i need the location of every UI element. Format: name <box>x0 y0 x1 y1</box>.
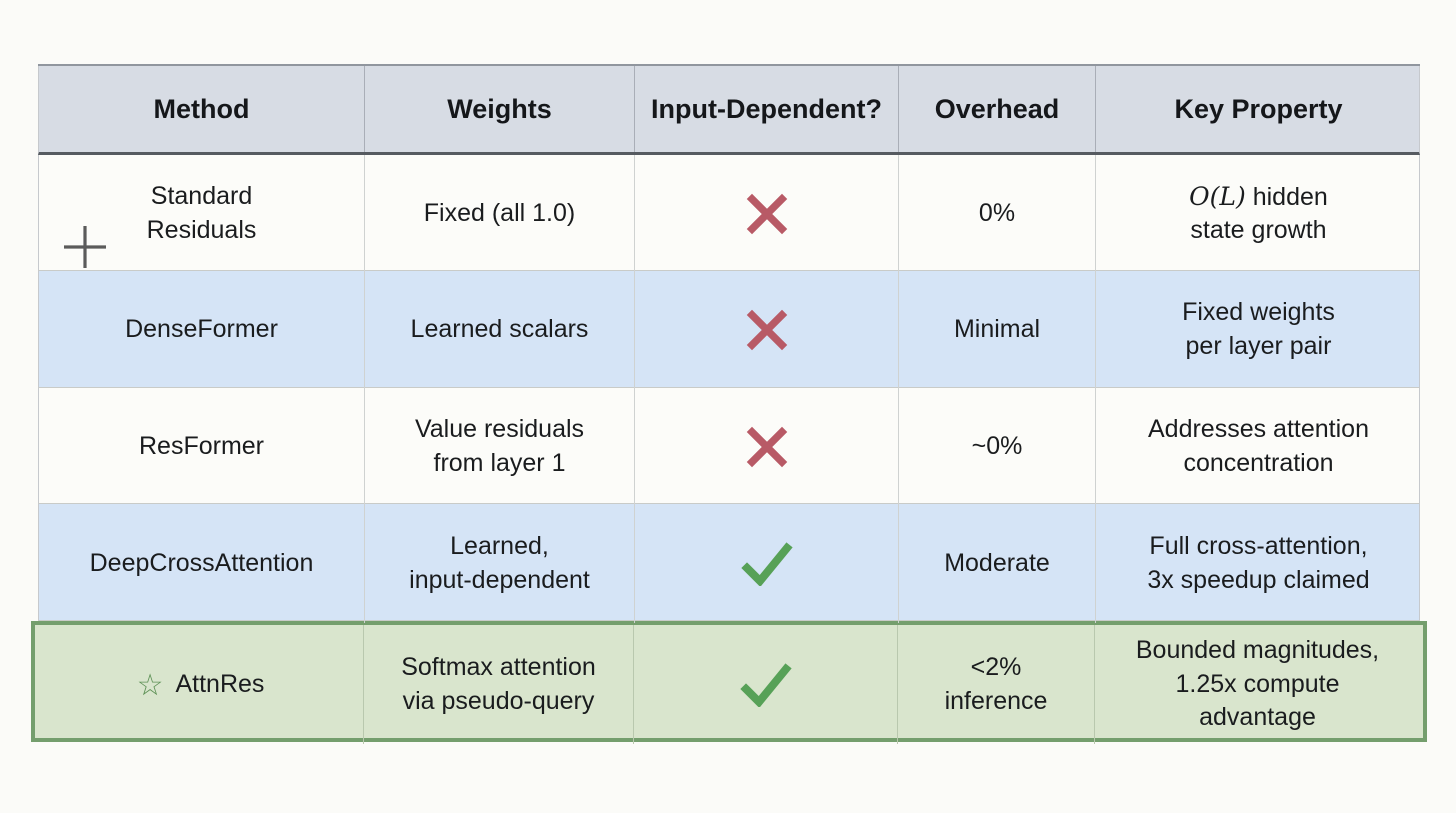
key-property-cell: Bounded magnitudes, 1.25x compute advant… <box>1135 636 1380 732</box>
cross-icon <box>744 392 790 501</box>
input-dependent-cell <box>635 155 899 272</box>
weights-cell: Learned, input-dependent <box>365 504 635 623</box>
weights-cell: Learned scalars <box>365 271 635 388</box>
weights-cell: Fixed (all 1.0) <box>365 155 635 272</box>
plus-icon <box>61 190 109 268</box>
input-dependent-cell <box>634 625 898 744</box>
input-dependent-cell <box>635 271 899 388</box>
table-row-standard-residuals: Standard Residuals Fixed (all 1.0) 0% O(… <box>38 155 1421 272</box>
cross-icon <box>744 159 790 268</box>
table-row-deepcrossattention: DeepCrossAttention Learned, input-depend… <box>38 504 1420 623</box>
method-label: Standard Residuals <box>146 182 257 244</box>
table-row-denseformer: DenseFormer Learned scalars Minimal Fixe… <box>38 271 1420 388</box>
column-header-key-property: Key Property <box>1174 93 1343 124</box>
column-header-overhead: Overhead <box>899 66 1096 152</box>
overhead-cell: Minimal <box>899 271 1096 388</box>
column-header-weights: Weights <box>365 66 635 152</box>
table-row-attnres-highlighted: ☆ AttnRes Softmax attention via pseudo-q… <box>31 621 1427 744</box>
input-dependent-cell <box>635 388 899 505</box>
overhead-cell: Moderate <box>899 504 1096 623</box>
method-label: AttnRes <box>175 669 265 698</box>
overhead-cell: ~0% <box>899 388 1096 505</box>
cross-icon <box>744 275 790 384</box>
method-cell: ☆ AttnRes <box>38 625 364 744</box>
math-expression: O(L) <box>1189 181 1246 211</box>
check-icon <box>737 629 795 740</box>
method-cell: ResFormer <box>39 388 365 505</box>
weights-cell: Softmax attention via pseudo-query <box>364 625 634 744</box>
method-cell: Standard Residuals <box>39 155 365 272</box>
weights-cell: Value residuals from layer 1 <box>365 388 635 505</box>
key-property-cell: Addresses attention concentration <box>1148 415 1369 477</box>
table-row-resformer: ResFormer Value residuals from layer 1 ~… <box>38 388 1420 505</box>
star-icon: ☆ <box>136 667 164 703</box>
table-header-row: Method Weights Input-Dependent? Overhead… <box>38 66 1420 155</box>
column-header-method: Method <box>39 66 365 152</box>
check-icon <box>738 508 796 619</box>
key-property-cell: Full cross-attention, 3x speedup claimed <box>1147 532 1370 594</box>
key-property-cell: Fixed weights per layer pair <box>1182 298 1335 360</box>
input-dependent-cell <box>635 504 899 623</box>
overhead-cell: <2% inference <box>898 625 1095 744</box>
key-property-cell: O(L) hidden state growth <box>1096 155 1421 272</box>
method-cell: DeepCrossAttention <box>39 504 365 623</box>
key-property-label: hidden state growth <box>1190 182 1328 245</box>
column-header-input-dependent: Input-Dependent? <box>635 66 899 152</box>
methods-comparison-table: Method Weights Input-Dependent? Overhead… <box>31 64 1427 744</box>
overhead-cell: 0% <box>899 155 1096 272</box>
method-cell: DenseFormer <box>39 271 365 388</box>
